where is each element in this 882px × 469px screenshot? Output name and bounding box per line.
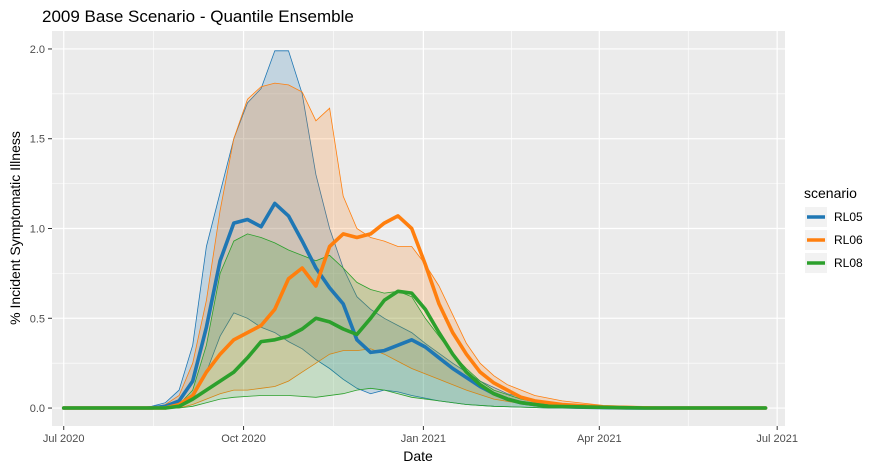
median-lines	[61, 201, 768, 410]
upper-bound-rl08	[63, 233, 766, 409]
ribbon-rl05	[63, 50, 766, 409]
y-tick-label: 1.0	[30, 224, 45, 236]
legend-item-rl05: RL05	[805, 207, 863, 227]
y-tick-label: 0.0	[30, 403, 45, 415]
legend-item-rl06: RL06	[805, 230, 863, 250]
x-axis-title: Date	[403, 448, 433, 464]
y-tick-label: 2.0	[30, 44, 45, 56]
y-tick-label: 0.5	[30, 313, 45, 325]
legend: scenario RL05 RL06 RL08	[804, 185, 863, 273]
lower-bound-rl08	[63, 387, 766, 409]
x-tick-label: Oct 2020	[221, 433, 266, 445]
median-line-rl06	[61, 214, 768, 410]
x-tick-label: Jul 2020	[43, 433, 85, 445]
y-axis-title: % Incident Symptomatic Illness	[7, 131, 23, 325]
lower-bound-rl06	[63, 348, 766, 409]
ribbon-rl06	[63, 83, 766, 408]
legend-title: scenario	[804, 185, 857, 201]
median-line-rl08	[61, 289, 768, 410]
y-axis-ticks: 0.0 0.5 1.0 1.5 2.0	[30, 44, 52, 415]
legend-item-rl08: RL08	[805, 253, 863, 273]
x-axis-ticks: Jul 2020 Oct 2020 Jan 2021 Apr 2021 Jul 2021	[43, 426, 798, 445]
upper-bound-rl06	[63, 82, 766, 409]
minor-gridlines	[52, 31, 785, 426]
legend-label: RL08	[834, 256, 863, 270]
x-tick-label: Apr 2021	[577, 433, 622, 445]
x-tick-label: Jan 2021	[401, 433, 446, 445]
upper-bound-rl05	[63, 50, 766, 409]
y-tick-label: 1.5	[30, 134, 45, 146]
legend-label: RL05	[834, 210, 863, 224]
chart-title: 2009 Base Scenario - Quantile Ensemble	[42, 7, 354, 26]
legend-label: RL06	[834, 233, 863, 247]
x-tick-label: Jul 2021	[756, 433, 798, 445]
